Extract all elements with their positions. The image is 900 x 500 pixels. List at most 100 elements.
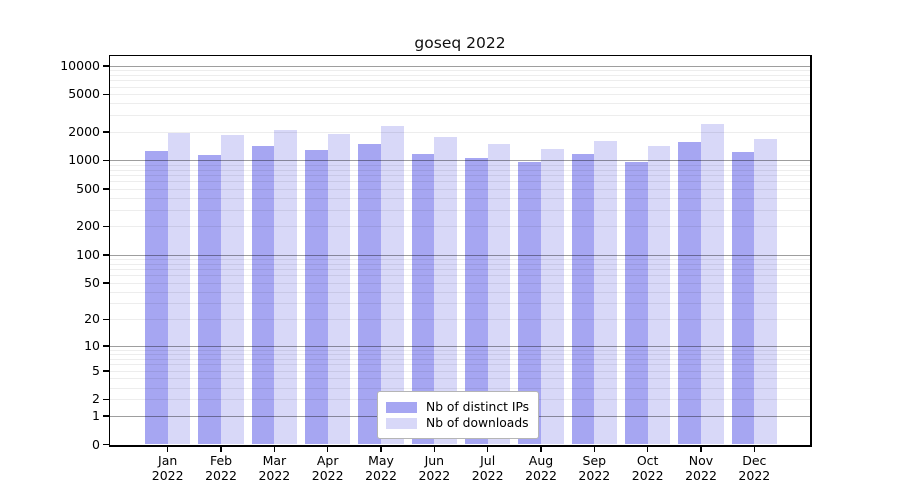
x-tick-mark xyxy=(486,446,489,452)
bar xyxy=(647,146,671,445)
bar xyxy=(274,129,298,445)
bar xyxy=(358,144,382,445)
y-tick-label: 2 xyxy=(92,391,100,407)
minor-gridline xyxy=(110,131,810,133)
y-tick-mark xyxy=(102,443,109,446)
y-tick-mark xyxy=(102,188,109,190)
minor-gridline xyxy=(110,226,810,228)
minor-gridline xyxy=(110,181,810,183)
legend-swatch-distinct-ips xyxy=(386,401,417,413)
chart-title: goseq 2022 xyxy=(414,34,506,52)
minor-gridline xyxy=(110,70,810,72)
bar xyxy=(571,154,595,445)
bar xyxy=(754,139,778,445)
right-axis-line xyxy=(810,56,812,447)
x-tick-mark xyxy=(593,446,596,452)
minor-gridline xyxy=(110,370,810,372)
major-gridline xyxy=(110,254,810,256)
x-tick-mark xyxy=(380,446,382,452)
y-tick-mark xyxy=(102,225,109,228)
y-tick-label: 10000 xyxy=(60,57,100,73)
minor-gridline xyxy=(110,378,810,380)
y-tick-mark xyxy=(102,282,109,284)
bar xyxy=(411,154,435,445)
y-tick-mark xyxy=(102,415,109,417)
minor-gridline xyxy=(110,94,810,96)
minor-gridline xyxy=(110,175,810,177)
major-gridline xyxy=(110,160,810,162)
legend-item-downloads: Nb of downloads xyxy=(386,416,529,430)
y-tick-label: 1000 xyxy=(68,152,100,168)
legend: Nb of distinct IPs Nb of downloads xyxy=(377,391,540,439)
bar xyxy=(701,124,724,445)
bar xyxy=(518,161,541,445)
x-tick-mark xyxy=(700,446,702,452)
x-tick-mark xyxy=(166,446,169,452)
minor-gridline xyxy=(110,188,810,190)
minor-gridline xyxy=(110,269,810,271)
bar xyxy=(167,133,191,445)
y-tick-label: 20 xyxy=(84,311,100,327)
bar xyxy=(304,150,328,445)
x-tick-label: Apr 2022 xyxy=(311,452,344,484)
x-tick-label: Mar 2022 xyxy=(258,452,291,484)
minor-gridline xyxy=(110,319,810,321)
y-tick-mark xyxy=(102,65,109,67)
bar xyxy=(144,151,168,445)
y-tick-mark xyxy=(102,398,109,401)
bar xyxy=(381,125,404,445)
y-tick-label: 200 xyxy=(76,218,100,234)
x-tick-label: May 2022 xyxy=(365,452,397,484)
legend-item-distinct-ips: Nb of distinct IPs xyxy=(386,400,529,414)
minor-gridline xyxy=(110,263,810,265)
minor-gridline xyxy=(110,198,810,200)
bar xyxy=(731,151,755,445)
x-tick-label: Nov 2022 xyxy=(685,452,717,484)
x-tick-label: Aug 2022 xyxy=(525,452,557,484)
major-gridline xyxy=(110,65,810,67)
major-gridline xyxy=(110,345,810,347)
bar xyxy=(464,158,488,445)
bar xyxy=(198,155,222,445)
minor-gridline xyxy=(110,275,810,277)
y-tick-label: 100 xyxy=(76,246,100,262)
x-tick-label: Sep 2022 xyxy=(578,452,611,484)
x-tick-mark xyxy=(220,446,222,452)
y-tick-mark xyxy=(102,253,109,256)
minor-gridline xyxy=(110,354,810,356)
minor-gridline xyxy=(110,164,810,166)
y-tick-mark xyxy=(102,131,109,133)
bar xyxy=(624,162,648,445)
x-axis-line xyxy=(108,444,812,447)
y-tick-label: 10 xyxy=(84,337,100,353)
minor-gridline xyxy=(110,303,810,305)
x-tick-label: Dec 2022 xyxy=(738,452,771,484)
y-tick-mark xyxy=(102,159,109,162)
minor-gridline xyxy=(110,169,810,171)
x-tick-label: Feb 2022 xyxy=(205,452,237,484)
y-tick-mark xyxy=(102,318,109,321)
minor-gridline xyxy=(110,86,810,88)
y-tick-mark xyxy=(102,345,109,347)
x-tick-label: Jul 2022 xyxy=(471,452,504,484)
y-tick-mark xyxy=(102,370,109,372)
bar xyxy=(487,144,511,445)
legend-label-downloads: Nb of downloads xyxy=(426,416,529,430)
bar xyxy=(541,149,564,445)
minor-gridline xyxy=(110,291,810,293)
bar xyxy=(434,137,458,445)
minor-gridline xyxy=(110,259,810,261)
minor-gridline xyxy=(110,349,810,351)
minor-gridline xyxy=(110,80,810,82)
y-axis-line xyxy=(108,56,110,447)
y-tick-label: 500 xyxy=(76,180,100,196)
x-tick-label: Jun 2022 xyxy=(418,452,451,484)
legend-swatch-downloads xyxy=(386,417,417,429)
y-tick-label: 2000 xyxy=(68,123,100,139)
y-tick-label: 5 xyxy=(92,362,100,378)
x-tick-mark xyxy=(540,446,542,452)
minor-gridline xyxy=(110,364,810,366)
minor-gridline xyxy=(110,209,810,211)
minor-gridline xyxy=(110,282,810,284)
bar xyxy=(594,141,618,445)
